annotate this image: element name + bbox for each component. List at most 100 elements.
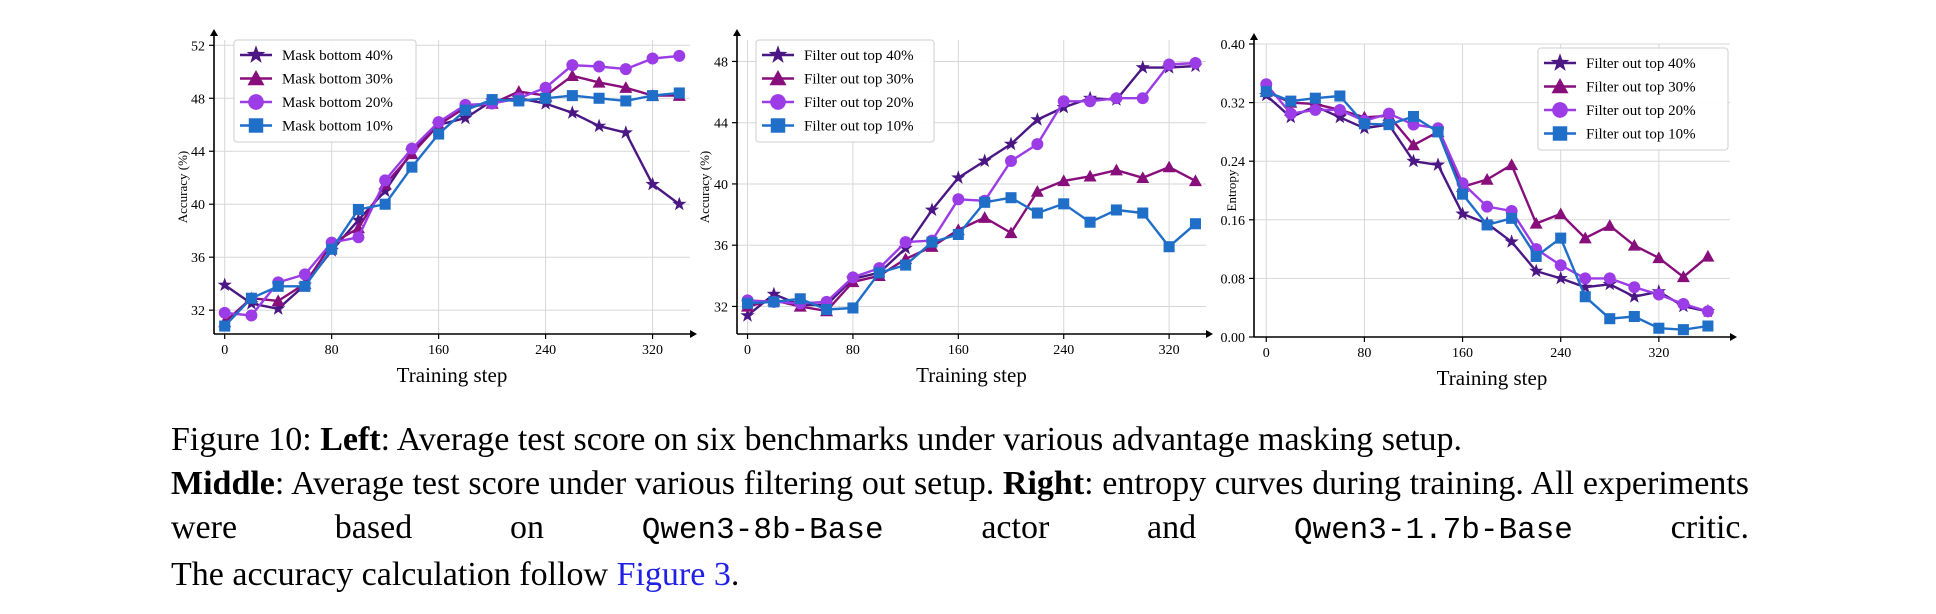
legend-marker <box>1550 53 1570 71</box>
data-point <box>1332 109 1347 124</box>
data-point <box>245 292 257 304</box>
legend-label: Filter out top 20% <box>804 95 914 111</box>
data-point <box>1383 119 1395 131</box>
data-point <box>1555 232 1567 244</box>
data-point <box>1358 118 1370 130</box>
data-point <box>432 116 445 129</box>
x-tick-label: 160 <box>428 343 449 358</box>
chart-1: 0 80 160 240 320 32 36 40 44 48 52 Training step Acc… <box>175 29 697 387</box>
data-point <box>766 286 781 301</box>
x-tick-label: 320 <box>642 343 663 358</box>
middle-label: Middle <box>171 465 275 502</box>
legend-label: Mask bottom 20% <box>282 95 393 111</box>
y-tick-label: 0.40 <box>1221 38 1246 53</box>
data-point <box>1406 138 1420 151</box>
data-point <box>1058 198 1070 210</box>
data-point <box>619 81 633 93</box>
accuracy-text: The accuracy calculation follow <box>171 556 609 593</box>
data-point <box>1529 216 1543 229</box>
data-point <box>619 63 632 76</box>
x-axis-label: Training step <box>1437 366 1548 390</box>
data-point <box>1701 249 1715 262</box>
data-point <box>219 320 231 332</box>
data-point <box>952 193 965 206</box>
data-point <box>298 268 311 281</box>
data-point <box>1004 226 1018 239</box>
left-label: Left <box>320 421 381 458</box>
data-point <box>352 231 365 244</box>
x-tick-label: 80 <box>325 343 339 358</box>
data-point <box>1163 58 1176 71</box>
data-point <box>1005 192 1017 204</box>
y-axis-arrow <box>733 29 741 36</box>
caption-line-1: Figure 10: Left: Average test score on s… <box>171 418 1749 462</box>
data-point <box>566 90 578 102</box>
data-point <box>271 294 285 307</box>
data-point <box>1455 206 1470 220</box>
data-point <box>540 92 552 104</box>
y-tick-label: 0.32 <box>1221 97 1246 112</box>
data-point <box>217 277 232 291</box>
data-point <box>645 176 660 191</box>
data-point <box>1309 103 1322 116</box>
data-point <box>1031 207 1043 219</box>
legend-box <box>233 39 417 143</box>
legend-marker <box>248 118 264 133</box>
data-point <box>1162 160 1176 173</box>
data-point <box>218 306 231 319</box>
data-point <box>977 153 992 167</box>
data-point <box>433 128 445 140</box>
x-axis-arrow <box>1730 333 1737 341</box>
y-tick-label: 48 <box>191 92 205 107</box>
legend-label: Filter out top 10% <box>1586 127 1696 143</box>
critic-model-name: Qwen3-1.7b-Base <box>1293 513 1573 548</box>
figure-3-link[interactable]: Figure 3 <box>616 556 731 593</box>
data-point <box>1005 154 1018 167</box>
data-point <box>924 202 940 216</box>
data-point <box>1110 92 1123 105</box>
legend-label: Mask bottom 40% <box>282 48 393 64</box>
legend-label: Filter out top 30% <box>1586 80 1696 96</box>
data-point <box>1530 250 1542 262</box>
data-point <box>1057 174 1071 187</box>
data-point <box>1457 188 1469 200</box>
data-point <box>846 271 859 284</box>
x-axis-label: Training step <box>916 363 1027 387</box>
data-point <box>566 59 579 72</box>
data-point <box>1030 185 1044 197</box>
legend-label: Mask bottom 30% <box>282 72 393 88</box>
data-point <box>1136 92 1149 105</box>
data-point <box>900 259 912 271</box>
data-point <box>405 142 418 155</box>
data-point <box>1603 272 1616 285</box>
legend-marker <box>1552 126 1568 141</box>
data-point <box>565 69 579 81</box>
data-point <box>1676 270 1690 283</box>
y-tick-label: 36 <box>714 239 728 254</box>
chart-2: 0 80 160 240 320 32 36 40 44 48 Training step Accur… <box>697 29 1213 387</box>
legend-box <box>755 39 935 143</box>
legend-marker <box>768 45 788 63</box>
y-tick-label: 40 <box>191 198 205 213</box>
legend-label: Filter out top 10% <box>804 119 914 135</box>
data-point <box>1578 279 1593 294</box>
data-point <box>299 280 311 292</box>
data-point <box>978 211 992 223</box>
data-point <box>1677 298 1690 311</box>
x-tick-label: 0 <box>221 343 228 358</box>
x-tick-label: 320 <box>1648 346 1669 361</box>
left-description: : Average test score on six benchmarks u… <box>380 421 1463 458</box>
data-point <box>593 92 605 104</box>
y-axis-arrow <box>210 29 218 36</box>
y-tick-label: 32 <box>191 304 205 319</box>
data-point <box>1189 56 1202 69</box>
data-point <box>351 212 366 227</box>
data-point <box>899 236 912 249</box>
data-point <box>1334 90 1346 102</box>
x-tick-label: 160 <box>1452 346 1473 361</box>
data-point <box>379 198 391 210</box>
data-point <box>1407 110 1420 123</box>
data-point <box>647 90 659 102</box>
figure-caption: Figure 10: Left: Average test score on s… <box>171 418 1749 597</box>
y-tick-label: 0.24 <box>1221 155 1246 170</box>
